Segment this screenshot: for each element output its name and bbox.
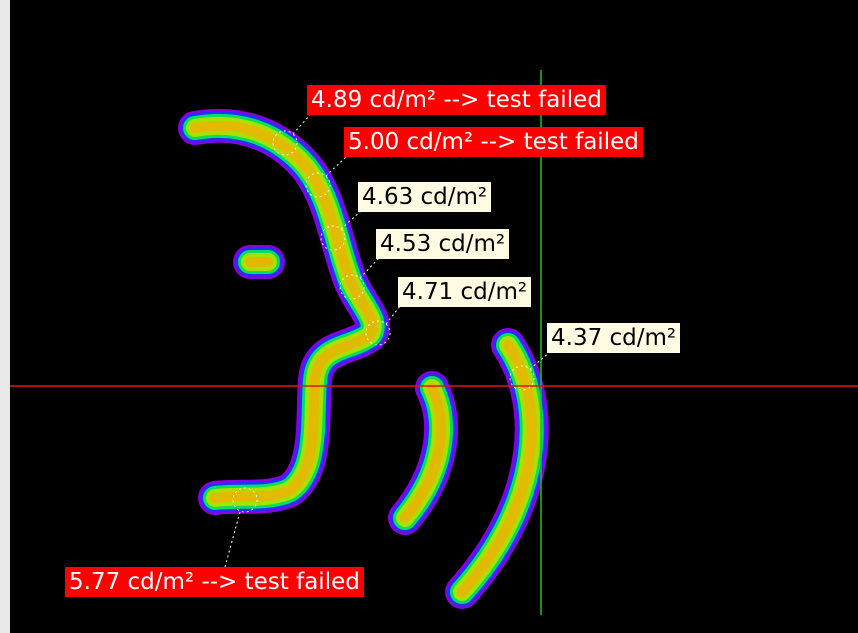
leader-line bbox=[293, 115, 310, 134]
measurement-label: 5.00 cd/m² --> test failed bbox=[344, 127, 643, 157]
measurement-view: 4.89 cd/m² --> test failed 5.00 cd/m² --… bbox=[0, 0, 858, 633]
measurement-label: 5.77 cd/m² --> test failed bbox=[65, 567, 364, 597]
measurement-label: 4.37 cd/m² bbox=[547, 323, 680, 353]
leader-line bbox=[225, 512, 240, 567]
measurement-label: 4.53 cd/m² bbox=[376, 229, 509, 259]
measurement-label: 4.63 cd/m² bbox=[358, 182, 491, 212]
measurement-label: 4.71 cd/m² bbox=[398, 277, 531, 307]
measurement-label: 4.89 cd/m² --> test failed bbox=[307, 85, 606, 115]
